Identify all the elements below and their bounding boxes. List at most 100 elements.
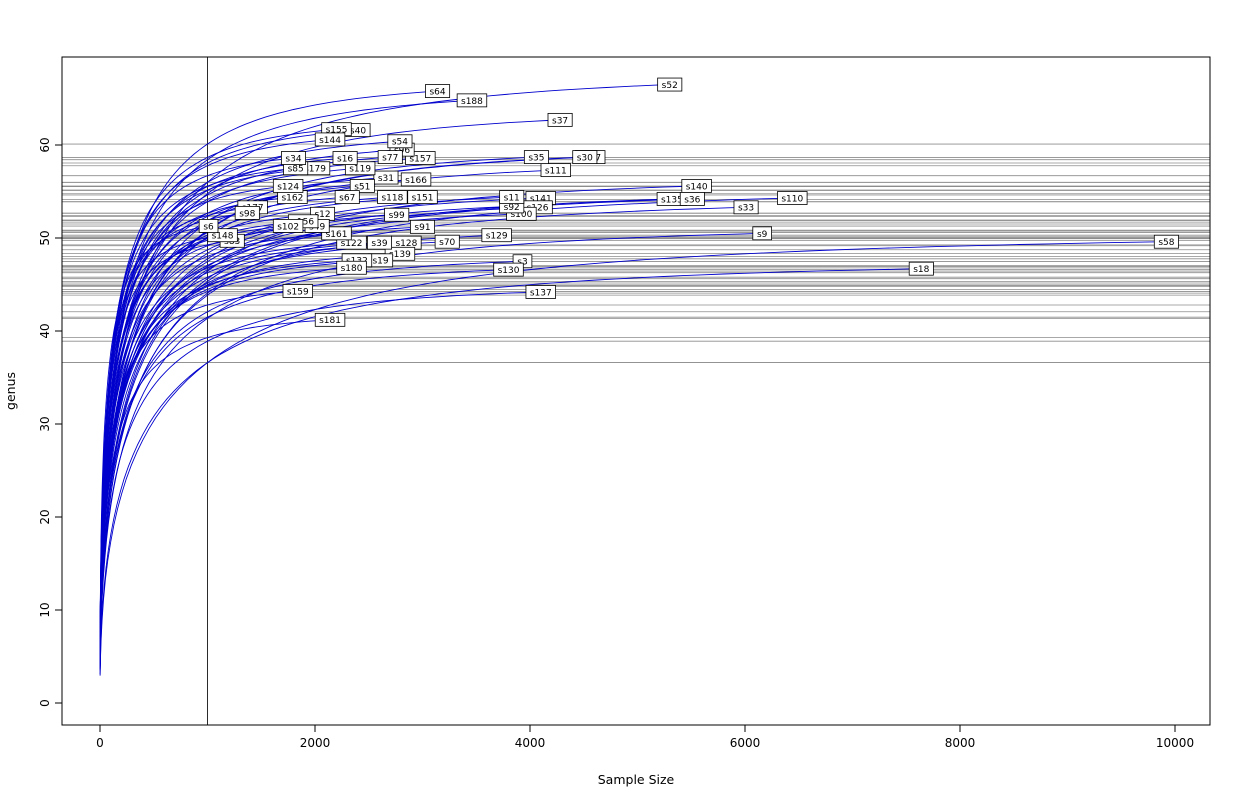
rarefaction-curve-s49: [99, 225, 318, 654]
sample-label-text: s126: [527, 204, 549, 214]
sample-label-box: [332, 151, 358, 165]
sample-label-s124: s124: [272, 179, 304, 193]
sample-label-text: s99: [389, 211, 405, 221]
sample-label-box: [657, 77, 683, 92]
sample-label-s31: s31: [373, 170, 399, 185]
y-tick-label: 0: [38, 699, 52, 707]
sample-label-text: s31: [378, 174, 394, 184]
rarefaction-curve-s137: [99, 291, 541, 669]
sample-label-s36: s36: [679, 192, 705, 206]
sample-label-text: s54: [392, 138, 408, 148]
sample-label-text: s92: [504, 203, 520, 213]
sample-label-box: [523, 150, 549, 164]
sample-label-box: [400, 172, 432, 187]
sample-label-box: [282, 284, 314, 298]
sample-label-box: [409, 219, 435, 234]
rarefaction-curve-s18: [99, 268, 922, 675]
label-layer: s58s18s110s9s33s140s135s36s52s107s30s37s…: [198, 77, 1179, 327]
sample-label-s119: s119: [344, 161, 376, 176]
rarefaction-curve-s161: [99, 232, 337, 656]
sample-label-s151: s151: [407, 190, 438, 204]
sample-label-text: s34: [285, 154, 301, 164]
sample-label-text: s98: [239, 209, 255, 219]
sample-label-text: s179: [304, 165, 326, 175]
sample-label-text: s129: [486, 232, 508, 242]
x-tick-label: 8000: [945, 736, 976, 750]
sample-label-s129: s129: [481, 228, 512, 243]
sample-label-s110: s110: [777, 191, 808, 205]
sample-label-box: [349, 179, 375, 193]
sample-label-text: s91: [414, 223, 430, 233]
sample-label-text: s35: [528, 153, 544, 163]
sample-label-box: [272, 219, 304, 233]
rarefaction-curve-s181: [99, 319, 331, 663]
sample-label-s54: s54: [387, 134, 413, 149]
sample-label-s130: s130: [493, 262, 524, 277]
sample-label-text: s67: [339, 193, 355, 203]
sample-label-box: [314, 132, 346, 147]
sample-label-text: s77: [382, 153, 398, 163]
x-tick-label: 0: [96, 736, 104, 750]
sample-label-s159: s159: [282, 284, 314, 298]
sample-label-text: s110: [781, 194, 803, 204]
sample-label-text: s141: [530, 194, 552, 204]
sample-label-text: s64: [429, 87, 445, 97]
y-tick-label: 50: [38, 230, 52, 245]
rarefaction-curve-s6: [99, 225, 209, 638]
sample-label-box: [377, 150, 403, 164]
sample-label-text: s58: [1158, 238, 1174, 248]
sample-label-text: s166: [405, 176, 427, 186]
rarefaction-curve-s58: [99, 241, 1167, 676]
sample-label-s67: s67: [334, 190, 360, 204]
sample-label-box: [493, 262, 524, 277]
sample-label-text: s157: [409, 154, 431, 164]
x-tick-label: 4000: [515, 736, 546, 750]
sample-label-s6: s6: [198, 219, 219, 233]
sample-label-s188: s188: [456, 93, 488, 108]
sample-label-text: s180: [341, 264, 363, 274]
sample-label-box: [334, 190, 360, 204]
sample-label-text: s102: [277, 222, 299, 232]
y-tick-label: 20: [38, 509, 52, 524]
rarefaction-curve-s33: [99, 206, 747, 669]
sample-label-text: s162: [281, 193, 303, 203]
sample-label-text: s16: [337, 154, 353, 164]
sample-label-text: s85: [288, 165, 304, 175]
sample-label-text: s144: [319, 136, 341, 146]
sample-label-box: [540, 163, 572, 178]
sample-label-box: [499, 190, 525, 204]
axis-layer: 0 2000 4000 6000 8000 10000 0 10 20 30 40 50 60 Sampl…: [3, 56, 1211, 787]
sample-label-text: s3: [517, 258, 527, 268]
sample-label-text: s9: [757, 230, 768, 240]
sample-label-text: s124: [277, 182, 299, 192]
sample-label-box: [344, 161, 376, 176]
sample-label-s144: s144: [314, 132, 346, 147]
sample-label-box: [272, 179, 304, 193]
sample-label-text: s18: [913, 265, 929, 275]
sample-label-s18: s18: [908, 261, 934, 276]
rarefaction-curve-s83: [99, 240, 233, 644]
sample-label-box: [384, 207, 410, 222]
sample-label-s140: s140: [681, 179, 712, 193]
x-axis-title: Sample Size: [598, 772, 675, 787]
sample-label-box: [752, 226, 772, 241]
rarefaction-curve-s130: [99, 269, 509, 667]
sample-label-text: s151: [412, 193, 434, 203]
sample-label-text: s188: [461, 97, 483, 107]
sample-label-text: s12: [314, 210, 330, 220]
sample-label-text: s135: [661, 195, 683, 205]
sample-label-s64: s64: [425, 84, 451, 98]
sample-label-text: s130: [498, 266, 520, 276]
sample-label-s102: s102: [272, 219, 304, 233]
sample-label-box: [777, 191, 808, 205]
sample-label-s51: s51: [349, 179, 375, 193]
sample-label-s16: s16: [332, 151, 358, 165]
rarefaction-curve-s148: [99, 234, 223, 642]
sample-label-s9: s9: [752, 226, 772, 241]
sample-label-text: s122: [341, 239, 363, 249]
sample-label-text: s139: [389, 250, 411, 260]
sample-label-text: s19: [372, 257, 388, 267]
sample-label-box: [1153, 234, 1179, 249]
